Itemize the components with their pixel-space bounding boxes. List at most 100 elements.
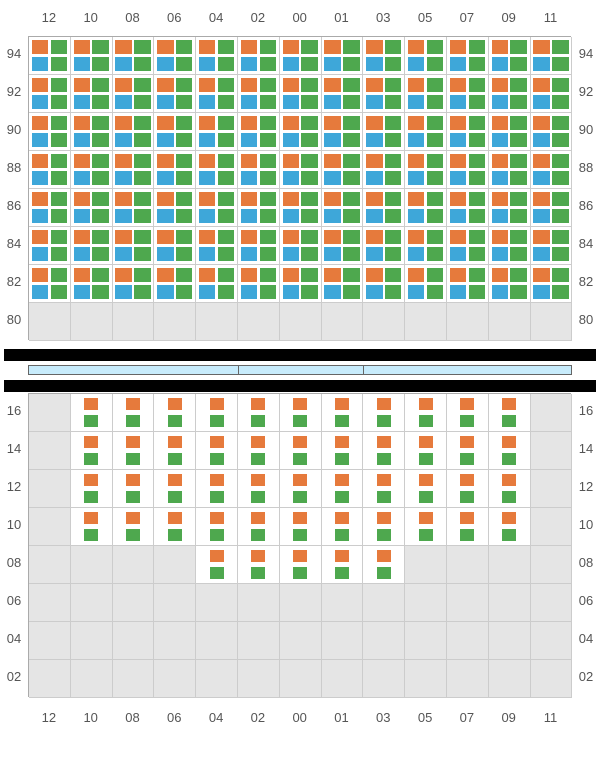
col-label-top: 01 [321,10,363,25]
grid-cell [322,227,364,265]
quad-icon [196,227,237,264]
pair-icon [322,394,363,431]
col-label-top: 12 [28,10,70,25]
quad-icon [322,151,363,188]
grid-cell [154,584,196,622]
quad-icon [322,189,363,226]
grid-cell [405,189,447,227]
grid-cell [154,508,196,546]
grid-cell [363,303,405,341]
row-label-left: 90 [2,122,26,137]
quad-icon [405,227,446,264]
separator-strip [28,365,572,375]
grid-cell [196,470,238,508]
grid-cell [447,394,489,432]
quad-icon [113,265,154,302]
grid-cell [489,470,531,508]
quad-icon [363,189,404,226]
bottom-grid [28,393,571,697]
quad-icon [238,113,279,150]
quad-icon [154,37,195,74]
grid-cell [71,432,113,470]
quad-icon [363,265,404,302]
grid-cell [322,508,364,546]
grid-cell [29,660,71,698]
grid-cell [363,113,405,151]
grid-cell [29,227,71,265]
grid-cell [196,265,238,303]
grid-cell [531,113,573,151]
grid-cell [29,584,71,622]
pair-icon [154,394,195,431]
quad-icon [280,37,321,74]
quad-icon [238,151,279,188]
pair-icon [363,508,404,545]
quad-icon [280,189,321,226]
quad-icon [489,265,530,302]
grid-cell [29,622,71,660]
col-label-top: 10 [70,10,112,25]
pair-icon [71,470,112,507]
grid-cell [322,470,364,508]
grid-cell [447,470,489,508]
row-label-left: 94 [2,46,26,61]
grid-cell [489,37,531,75]
grid-cell [280,470,322,508]
quad-icon [531,189,572,226]
grid-cell [280,227,322,265]
grid-cell [405,113,447,151]
col-label-bottom: 04 [195,710,237,725]
grid-cell [363,622,405,660]
grid-cell [238,227,280,265]
quad-icon [154,113,195,150]
grid-cell [29,546,71,584]
pair-icon [363,546,404,583]
pair-icon [154,508,195,545]
grid-cell [196,113,238,151]
grid-cell [113,113,155,151]
grid-cell [363,265,405,303]
quad-icon [196,113,237,150]
grid-cell [531,584,573,622]
grid-cell [29,394,71,432]
col-label-top: 02 [237,10,279,25]
quad-icon [363,151,404,188]
quad-icon [196,189,237,226]
grid-cell [405,394,447,432]
grid-cell [196,303,238,341]
quad-icon [363,37,404,74]
row-label-right: 80 [574,312,598,327]
pair-icon [363,470,404,507]
grid-cell [196,37,238,75]
grid-cell [447,546,489,584]
row-label-left: 04 [2,631,26,646]
pair-icon [71,394,112,431]
grid-cell [363,151,405,189]
quad-icon [238,189,279,226]
grid-cell [280,189,322,227]
grid-cell [238,660,280,698]
grid-cell [113,432,155,470]
pair-icon [238,432,279,469]
row-label-right: 04 [574,631,598,646]
quad-icon [238,75,279,112]
grid-cell [154,227,196,265]
grid-cell [447,622,489,660]
quad-icon [154,265,195,302]
grid-cell [280,303,322,341]
quad-icon [447,151,488,188]
grid-cell [322,303,364,341]
grid-cell [489,508,531,546]
col-label-bottom: 02 [237,710,279,725]
grid-cell [29,432,71,470]
pair-icon [280,432,321,469]
pair-icon [196,394,237,431]
grid-cell [113,622,155,660]
grid-cell [154,303,196,341]
quad-icon [29,113,70,150]
grid-cell [531,303,573,341]
row-label-left: 16 [2,403,26,418]
quad-icon [405,75,446,112]
pair-icon [196,470,237,507]
quad-icon [280,151,321,188]
